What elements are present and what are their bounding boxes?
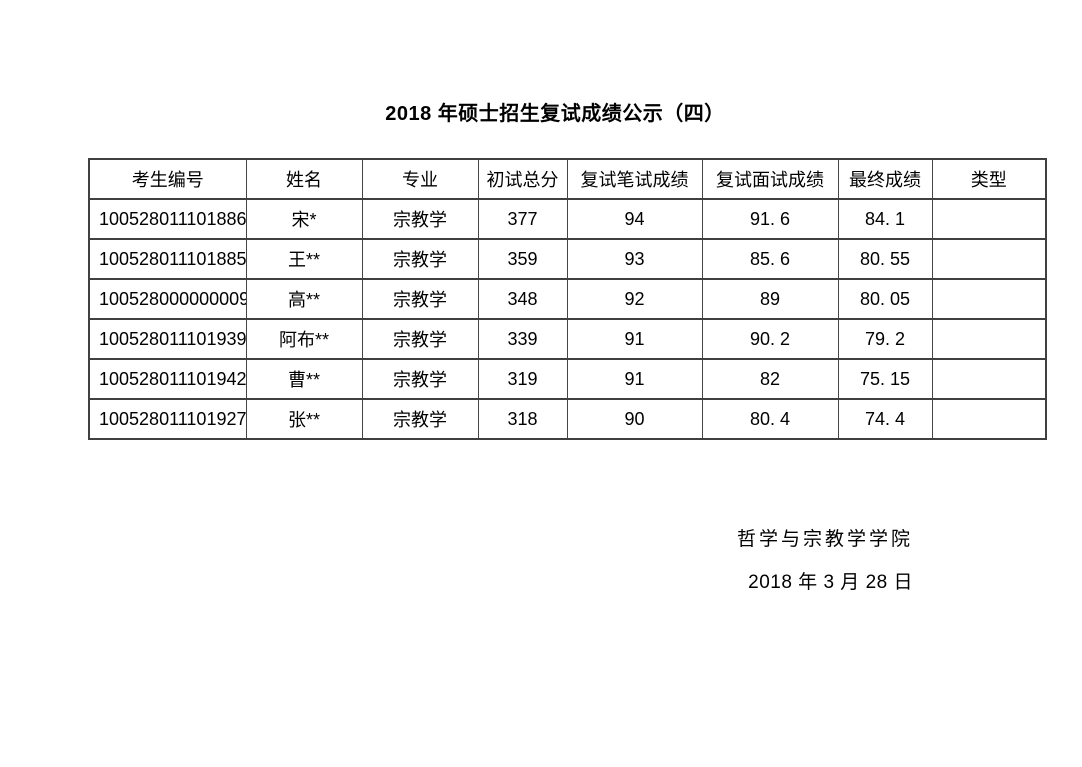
cell-interview-score: 91. 6 — [701, 198, 839, 240]
cell-written-score: 93 — [566, 238, 703, 280]
cell-written-score: 91 — [566, 318, 703, 360]
table-row: 100528000000009 高** 宗教学 348 92 89 80. 05 — [88, 278, 1047, 320]
cell-candidate-id: 100528011101885 — [88, 238, 247, 280]
cell-final-score: 74. 4 — [837, 398, 933, 440]
cell-major: 宗教学 — [361, 278, 479, 320]
cell-major: 宗教学 — [361, 318, 479, 360]
cell-final-score: 84. 1 — [837, 198, 933, 240]
header-initial-total: 初试总分 — [477, 158, 568, 200]
table-header-row: 考生编号 姓名 专业 初试总分 复试笔试成绩 复试面试成绩 最终成绩 类型 — [88, 158, 1047, 200]
table-row: 100528011101939 阿布** 宗教学 339 91 90. 2 79… — [88, 318, 1047, 360]
score-table: 考生编号 姓名 专业 初试总分 复试笔试成绩 复试面试成绩 最终成绩 类型 10… — [88, 158, 1047, 440]
cell-initial-total: 319 — [477, 358, 568, 400]
cell-major: 宗教学 — [361, 198, 479, 240]
cell-type — [931, 398, 1047, 440]
cell-interview-score: 82 — [701, 358, 839, 400]
cell-initial-total: 318 — [477, 398, 568, 440]
cell-candidate-id: 100528011101942 — [88, 358, 247, 400]
header-type: 类型 — [931, 158, 1047, 200]
table-row: 100528011101927 张** 宗教学 318 90 80. 4 74.… — [88, 398, 1047, 440]
header-interview-score: 复试面试成绩 — [701, 158, 839, 200]
cell-name: 曹** — [245, 358, 363, 400]
cell-name: 高** — [245, 278, 363, 320]
cell-candidate-id: 100528011101927 — [88, 398, 247, 440]
cell-final-score: 80. 55 — [837, 238, 933, 280]
header-candidate-id: 考生编号 — [88, 158, 247, 200]
cell-major: 宗教学 — [361, 238, 479, 280]
page-title: 2018 年硕士招生复试成绩公示（四） — [385, 103, 725, 125]
footer-institution: 哲学与宗教学学院 — [736, 529, 913, 550]
cell-written-score: 94 — [566, 198, 703, 240]
cell-candidate-id: 100528011101886 — [88, 198, 247, 240]
cell-name: 宋* — [245, 198, 363, 240]
cell-written-score: 91 — [566, 358, 703, 400]
cell-type — [931, 198, 1047, 240]
cell-candidate-id: 100528011101939 — [88, 318, 247, 360]
cell-candidate-id: 100528000000009 — [88, 278, 247, 320]
cell-interview-score: 85. 6 — [701, 238, 839, 280]
cell-written-score: 92 — [566, 278, 703, 320]
header-major: 专业 — [361, 158, 479, 200]
cell-major: 宗教学 — [361, 358, 479, 400]
cell-final-score: 79. 2 — [837, 318, 933, 360]
table-row: 100528011101886 宋* 宗教学 377 94 91. 6 84. … — [88, 198, 1047, 240]
cell-final-score: 80. 05 — [837, 278, 933, 320]
cell-written-score: 90 — [566, 398, 703, 440]
cell-interview-score: 80. 4 — [701, 398, 839, 440]
cell-interview-score: 90. 2 — [701, 318, 839, 360]
cell-name: 张** — [245, 398, 363, 440]
cell-interview-score: 89 — [701, 278, 839, 320]
header-final-score: 最终成绩 — [837, 158, 933, 200]
cell-type — [931, 278, 1047, 320]
header-name: 姓名 — [245, 158, 363, 200]
cell-name: 王** — [245, 238, 363, 280]
cell-final-score: 75. 15 — [837, 358, 933, 400]
footer-date: 2018 年 3 月 28 日 — [748, 572, 913, 593]
cell-type — [931, 358, 1047, 400]
cell-initial-total: 359 — [477, 238, 568, 280]
cell-name: 阿布** — [245, 318, 363, 360]
score-table-container: 考生编号 姓名 专业 初试总分 复试笔试成绩 复试面试成绩 最终成绩 类型 10… — [88, 158, 1047, 440]
cell-initial-total: 348 — [477, 278, 568, 320]
cell-initial-total: 377 — [477, 198, 568, 240]
cell-type — [931, 238, 1047, 280]
cell-type — [931, 318, 1047, 360]
header-written-score: 复试笔试成绩 — [566, 158, 703, 200]
table-row: 100528011101885 王** 宗教学 359 93 85. 6 80.… — [88, 238, 1047, 280]
table-row: 100528011101942 曹** 宗教学 319 91 82 75. 15 — [88, 358, 1047, 400]
cell-initial-total: 339 — [477, 318, 568, 360]
cell-major: 宗教学 — [361, 398, 479, 440]
